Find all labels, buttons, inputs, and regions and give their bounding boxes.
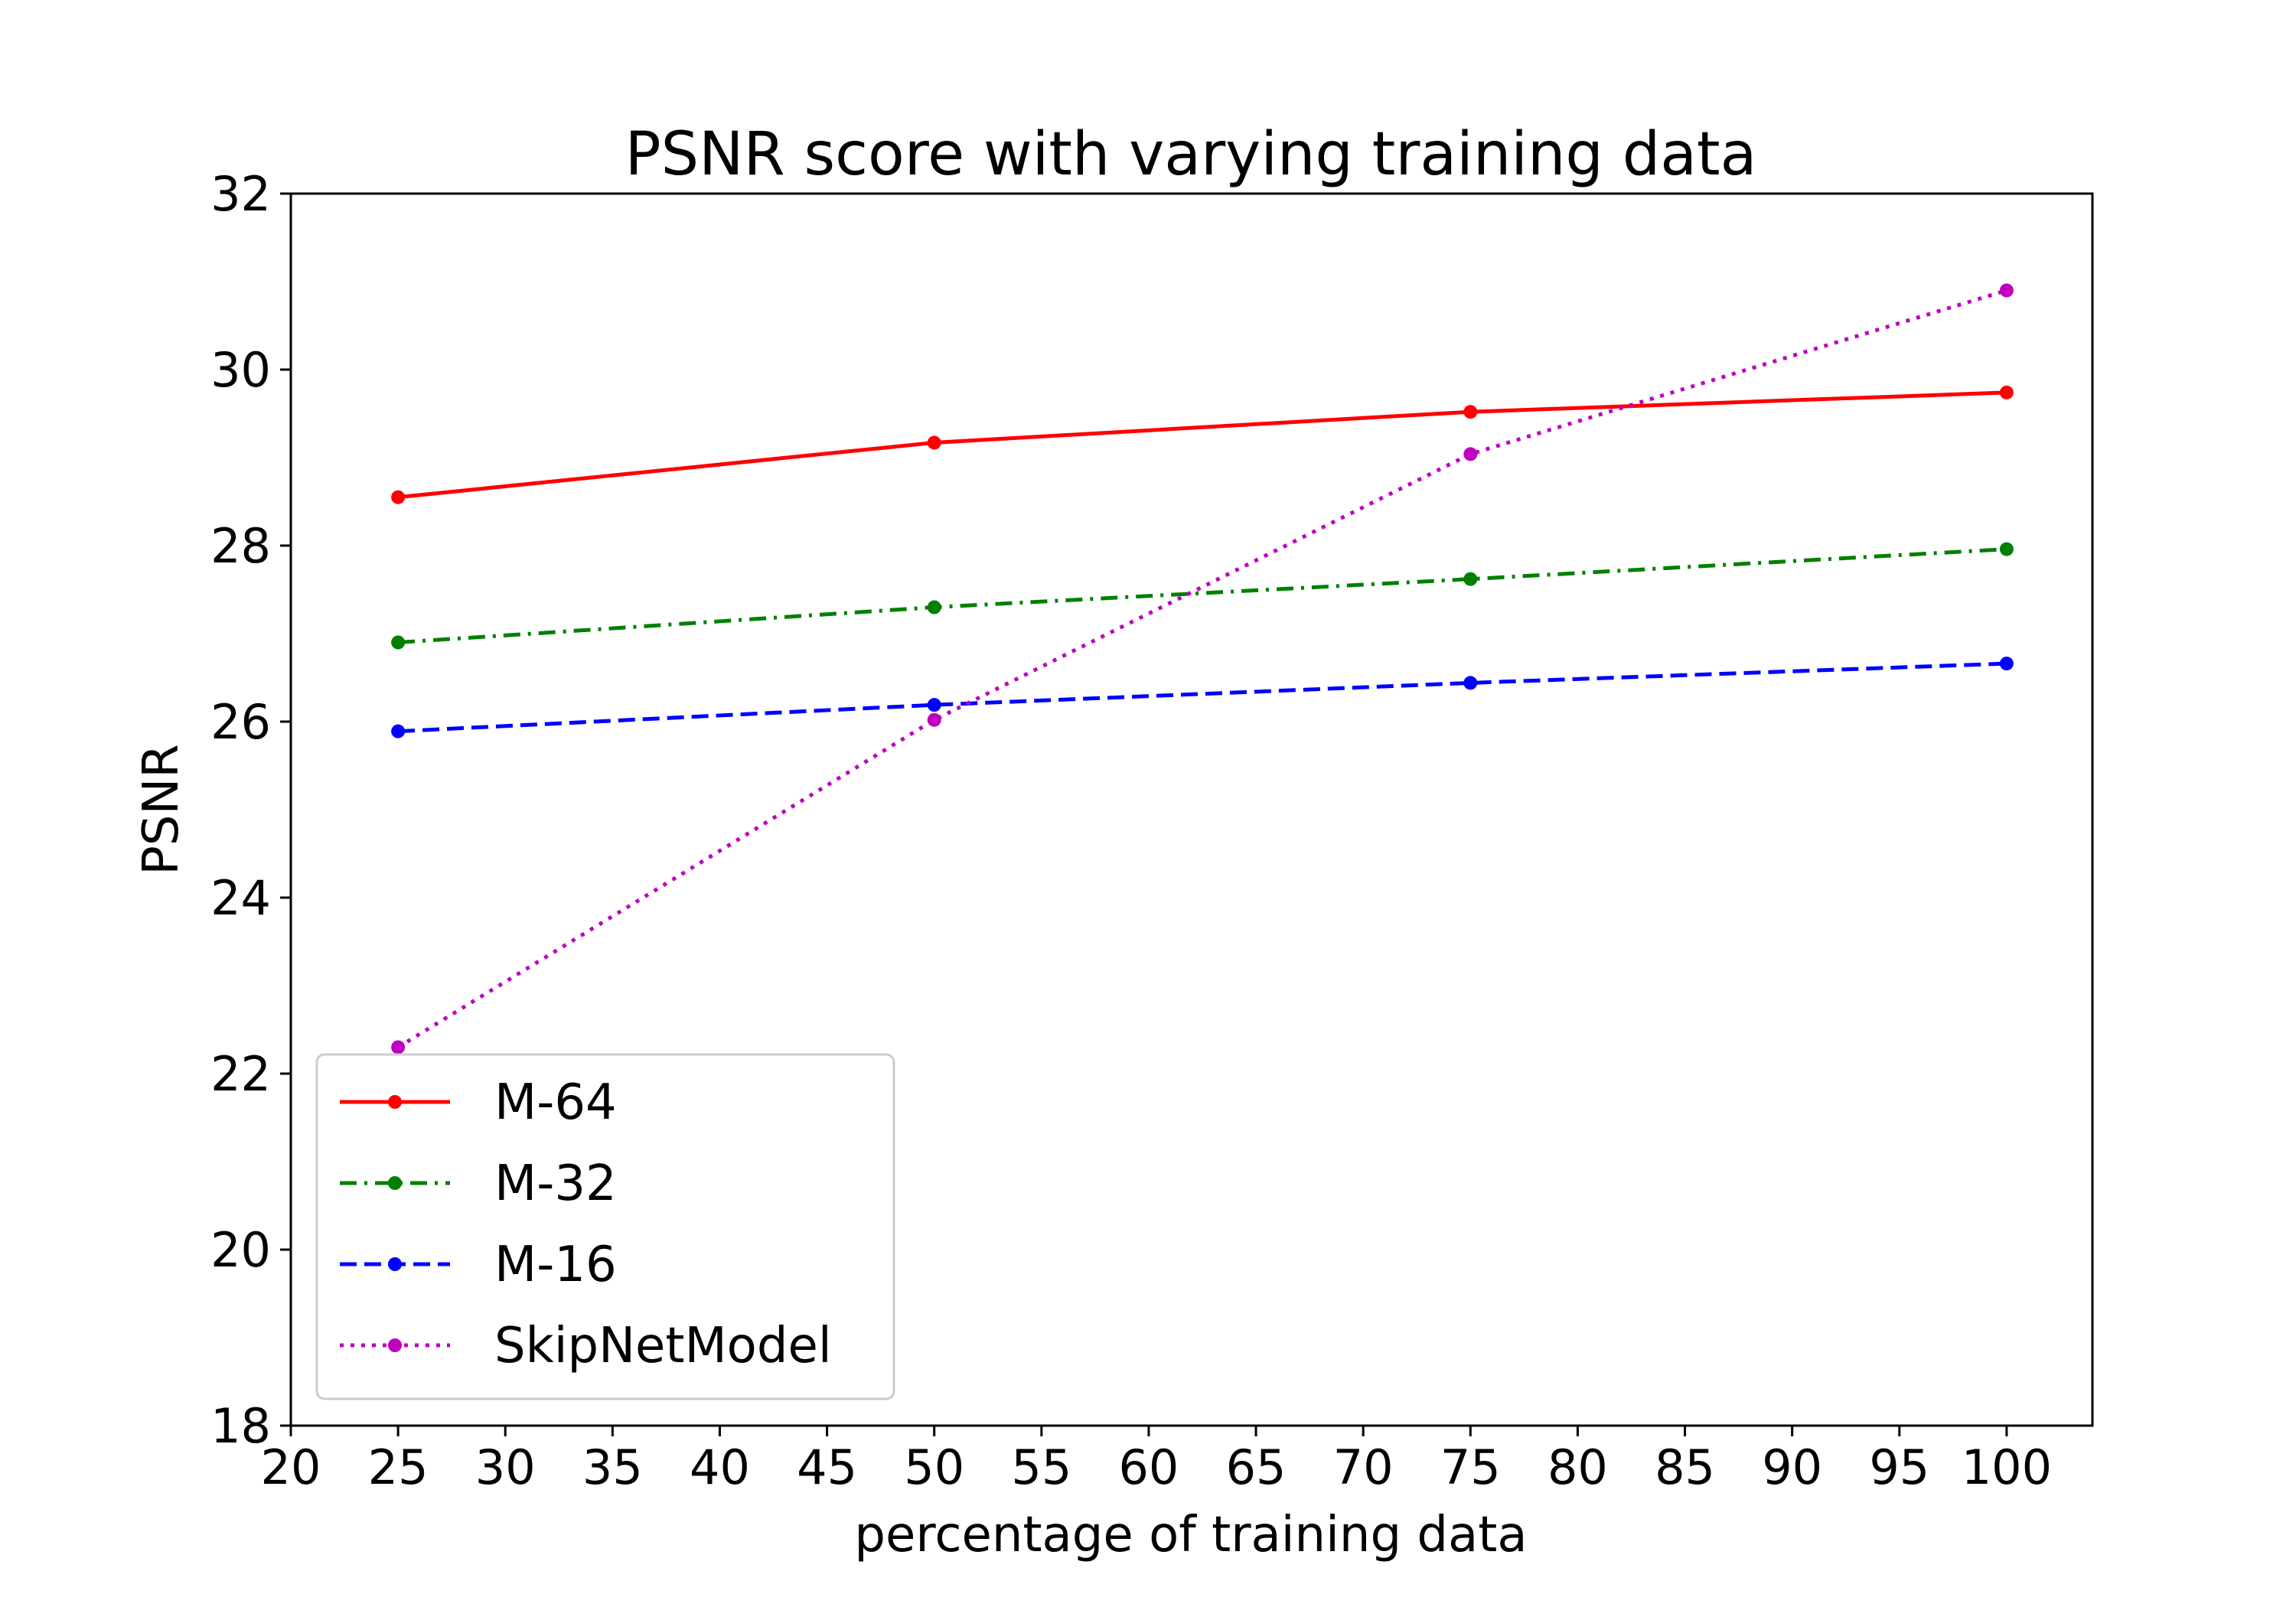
- data-point-skipnetmodel: [1463, 447, 1478, 461]
- series-line-skipnetmodel: [396, 288, 2007, 1049]
- y-tick-label: 18: [210, 1398, 271, 1454]
- plot-frame: [289, 192, 2094, 1427]
- series-m-64: [391, 385, 2014, 504]
- x-tick-label: 25: [368, 1439, 429, 1495]
- legend-marker: [388, 1176, 402, 1190]
- x-tick-label: 70: [1333, 1439, 1394, 1495]
- chart-title: PSNR score with varying training data: [625, 120, 1757, 189]
- legend-item-m-16: M-16: [340, 1237, 617, 1293]
- y-tick-label: 30: [210, 342, 271, 398]
- x-axis-label: percentage of training data: [854, 1507, 1527, 1563]
- legend-marker: [388, 1338, 402, 1352]
- y-tick-label: 32: [210, 166, 271, 222]
- data-point-m-32: [1999, 542, 2014, 556]
- legend-label: M-32: [494, 1156, 617, 1212]
- data-point-m-64: [1463, 405, 1478, 419]
- data-point-skipnetmodel: [391, 1040, 406, 1054]
- x-tick-label: 35: [582, 1439, 643, 1495]
- x-axis: 20 25 30 35 40 45 50 55 60 65 70 75 80 85 90 95 100: [261, 1426, 2052, 1495]
- series-line-m-32: [397, 547, 2007, 644]
- x-tick-label: 90: [1762, 1439, 1822, 1495]
- series-skipnetmodel: [391, 283, 2014, 1054]
- legend-marker: [388, 1257, 402, 1271]
- data-point-m-64: [1999, 385, 2014, 399]
- y-tick-label: 24: [210, 870, 271, 926]
- x-tick-label: 65: [1226, 1439, 1287, 1495]
- data-point-m-32: [1463, 572, 1478, 586]
- y-tick-label: 22: [210, 1046, 271, 1102]
- data-point-m-16: [927, 698, 941, 712]
- data-point-m-16: [1999, 657, 2014, 671]
- legend: M-64 M-32 M-16 SkipNetModel: [315, 1053, 895, 1400]
- series-m-16: [391, 657, 2014, 738]
- series-line-m-16: [397, 661, 2007, 734]
- data-point-m-64: [927, 435, 941, 450]
- y-tick-label: 26: [210, 694, 271, 750]
- data-point-skipnetmodel: [927, 712, 941, 727]
- data-point-m-32: [391, 635, 406, 650]
- x-tick-label: 20: [261, 1439, 321, 1495]
- data-point-m-16: [391, 724, 406, 738]
- legend-box: [315, 1053, 895, 1400]
- series-layer: [391, 283, 2014, 1054]
- series-line-m-64: [397, 390, 2007, 500]
- x-tick-label: 45: [797, 1439, 857, 1495]
- data-point-m-64: [391, 490, 406, 504]
- data-point-m-32: [927, 600, 941, 614]
- x-tick-label: 40: [690, 1439, 750, 1495]
- x-tick-label: 30: [475, 1439, 536, 1495]
- series-m-32: [391, 542, 2014, 650]
- x-tick-label: 50: [904, 1439, 964, 1495]
- legend-item-m-64: M-64: [340, 1074, 617, 1131]
- y-tick-label: 20: [210, 1222, 271, 1278]
- data-point-skipnetmodel: [1999, 283, 2014, 298]
- y-axis: 18 20 22 24 26 28 30 32: [210, 166, 291, 1454]
- x-tick-label: 55: [1011, 1439, 1071, 1495]
- legend-label: SkipNetModel: [494, 1318, 832, 1374]
- legend-item-m-32: M-32: [340, 1156, 617, 1212]
- x-tick-label: 80: [1548, 1439, 1608, 1495]
- x-tick-label: 85: [1655, 1439, 1715, 1495]
- x-tick-label: 75: [1440, 1439, 1501, 1495]
- legend-label: M-64: [494, 1074, 617, 1131]
- legend-item-skipnetmodel: SkipNetModel: [340, 1318, 832, 1374]
- legend-marker: [388, 1095, 402, 1109]
- legend-label: M-16: [494, 1237, 617, 1293]
- x-tick-label: 100: [1962, 1439, 2052, 1495]
- data-point-m-16: [1463, 676, 1478, 690]
- x-tick-label: 60: [1118, 1439, 1179, 1495]
- y-tick-label: 28: [210, 518, 271, 574]
- y-axis-label: PSNR: [133, 744, 190, 875]
- x-tick-label: 95: [1869, 1439, 1929, 1495]
